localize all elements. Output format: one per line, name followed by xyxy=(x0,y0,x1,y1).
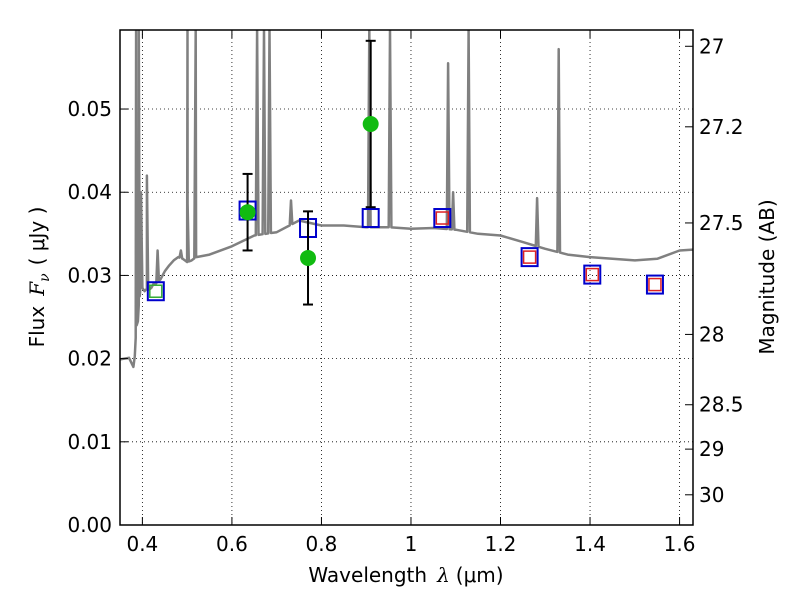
model-flux-marker xyxy=(520,247,539,268)
y-tick-label: 0.03 xyxy=(67,263,112,287)
right-axis-label: Magnitude (AB) xyxy=(755,199,779,354)
filter-flux-marker xyxy=(585,267,600,282)
filter-flux-marker xyxy=(435,211,450,225)
x-tick-label: 0.6 xyxy=(216,532,248,556)
photometry-markers xyxy=(146,39,664,306)
template-spectrum xyxy=(120,30,693,369)
right-tick-label: 30 xyxy=(699,483,724,507)
observed-flux-point xyxy=(239,204,256,221)
x-tick-label: 1.4 xyxy=(574,532,606,556)
right-tick-label: 27.2 xyxy=(699,115,744,139)
y-tick-label: 0.00 xyxy=(67,513,112,537)
observed-flux-point xyxy=(362,116,379,133)
x-tick-label: 1 xyxy=(405,532,418,556)
model-flux-marker xyxy=(146,281,165,302)
x-axis-ticks: 0.4 0.6 0.8 1 1.2 1.4 1.6 xyxy=(126,30,695,556)
right-tick-label: 29 xyxy=(699,437,724,461)
x-tick-label: 0.4 xyxy=(126,532,158,556)
filter-flux-marker xyxy=(149,284,163,298)
plot-frame xyxy=(119,29,694,526)
x-axis-label: Wavelength λ (μm) xyxy=(308,563,503,587)
y-axis-label: FluxFν( μJy ) xyxy=(25,207,53,348)
right-tick-label: 28.5 xyxy=(699,393,744,417)
right-tick-label: 27 xyxy=(699,34,724,58)
model-flux-marker xyxy=(361,208,380,229)
y-tick-label: 0.01 xyxy=(67,430,112,454)
filter-flux-marker xyxy=(648,277,662,292)
x-tick-label: 1.2 xyxy=(485,532,517,556)
y-tick-label: 0.02 xyxy=(67,347,112,371)
spectrum-line xyxy=(120,30,693,369)
observed-flux-point xyxy=(300,249,317,266)
y-axis-ticks: 0.00 0.01 0.02 0.03 0.04 0.05 xyxy=(67,97,128,537)
grid-lines xyxy=(120,30,693,526)
right-tick-label: 28 xyxy=(699,322,724,346)
model-flux-marker xyxy=(433,208,452,229)
model-flux-marker xyxy=(583,264,602,285)
x-tick-label: 0.8 xyxy=(306,532,338,556)
y-tick-label: 0.05 xyxy=(67,97,112,121)
model-flux-marker xyxy=(645,274,664,295)
right-tick-label: 27.5 xyxy=(699,211,744,235)
y-tick-label: 0.04 xyxy=(67,180,112,204)
x-tick-label: 1.6 xyxy=(664,532,696,556)
filter-flux-marker xyxy=(522,250,537,264)
right-axis-ticks: 27 27.2 27.5 28 28.5 29 30 xyxy=(685,34,744,507)
